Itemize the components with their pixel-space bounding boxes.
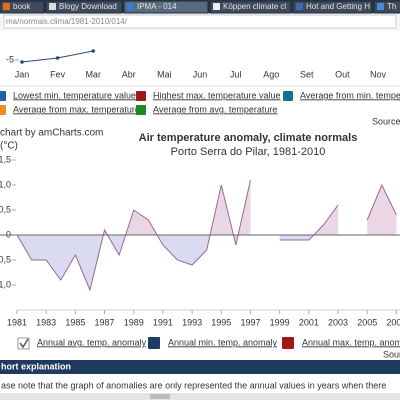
legend-label[interactable]: Highest max. temperature value <box>153 90 281 100</box>
tab-icon <box>213 3 220 10</box>
chart-subtitle: Porto Serra do Pilar, 1981-2010 <box>171 146 326 158</box>
x-tick-label: 1987 <box>95 317 115 327</box>
legend-label[interactable]: Annual max. temp. anomaly <box>302 337 400 347</box>
x-tick-label: 1999 <box>270 317 290 327</box>
section-bar <box>0 360 400 374</box>
y-tick-label: -0,5 <box>0 254 11 264</box>
y-tick-label: -1,0 <box>0 279 11 289</box>
x-tick-label: 2007 <box>386 317 400 327</box>
x-tick-label: Set <box>300 69 314 79</box>
legend-swatch[interactable] <box>283 91 293 101</box>
x-tick-label: 1981 <box>7 317 27 327</box>
legend-label[interactable]: Average from avg. temperature <box>153 104 277 114</box>
x-tick-label: 2003 <box>328 317 348 327</box>
tab-label[interactable]: Th <box>387 2 396 11</box>
tab-label[interactable]: Köppen climate cl <box>223 2 286 11</box>
x-tick-label: 1983 <box>36 317 56 327</box>
tab[interactable] <box>123 0 209 14</box>
x-tick-label: Mai <box>157 69 172 79</box>
x-tick-label: 2005 <box>357 317 377 327</box>
tab-icon <box>3 3 10 10</box>
tab[interactable] <box>209 0 292 14</box>
chart-title: Air temperature anomaly, climate normals <box>139 132 358 144</box>
legend-swatch[interactable] <box>0 91 6 101</box>
tab-icon <box>127 3 134 10</box>
legend-swatch[interactable] <box>148 337 160 349</box>
x-tick-label: Nov <box>370 69 387 79</box>
y-tick-label: 1,5 <box>0 154 11 164</box>
x-tick-label: Ago <box>263 69 279 79</box>
scroll-thumb[interactable] <box>150 394 170 399</box>
scrollbar[interactable] <box>0 393 400 400</box>
x-tick-label: Jun <box>193 69 208 79</box>
legend-swatch[interactable] <box>0 105 6 115</box>
tab[interactable] <box>292 0 373 14</box>
legend-swatch[interactable] <box>282 337 294 349</box>
tab-icon <box>296 3 303 10</box>
tab-icon <box>49 3 56 10</box>
x-tick-label: Out <box>335 69 350 79</box>
x-tick-label: Fev <box>50 69 66 79</box>
tab-label[interactable]: Blogy Download <box>59 2 117 11</box>
x-tick-label: Abr <box>122 69 136 79</box>
point <box>91 49 95 53</box>
legend-label[interactable]: Average from max. temperature <box>13 104 140 114</box>
x-tick-label: 1985 <box>65 317 85 327</box>
x-tick-label: 1995 <box>211 317 231 327</box>
source-link[interactable]: Sourc <box>383 349 400 359</box>
y-tick-label: 1,0 <box>0 179 11 189</box>
line <box>16 179 397 292</box>
tab[interactable] <box>45 0 123 14</box>
url: ma/normais.clima/1981-2010/014/ <box>6 17 128 26</box>
legend-label[interactable]: Annual min. temp. anomaly <box>168 337 278 347</box>
x-tick-label: Mar <box>85 69 101 79</box>
tab-label[interactable]: IPMA - 014 <box>137 2 177 11</box>
legend-checkbox[interactable] <box>17 337 30 350</box>
x-tick-label: 2001 <box>299 317 319 327</box>
x-tick-label: 1993 <box>182 317 202 327</box>
area-negative <box>17 235 397 290</box>
y-tick-label: 0 <box>6 229 11 239</box>
legend-check <box>19 338 29 349</box>
url-field[interactable] <box>3 14 397 29</box>
credit[interactable]: chart by amCharts.com <box>0 128 103 139</box>
tab-icon <box>377 3 384 10</box>
y-tick-label: -5 <box>6 54 14 64</box>
legend-label[interactable]: Annual avg. temp. anomaly <box>37 337 147 347</box>
y-axis-label: (°C) <box>0 141 18 152</box>
x-tick-label: 1989 <box>124 317 144 327</box>
section-title[interactable]: hort explanation <box>1 361 71 371</box>
legend-swatch[interactable] <box>136 105 146 115</box>
point <box>55 56 60 60</box>
legend-label[interactable]: Average from min. tempe <box>300 90 400 100</box>
source-link[interactable]: Source <box>372 116 400 126</box>
tab-label[interactable]: Hot and Getting H <box>306 2 370 11</box>
x-tick-label: 1991 <box>153 317 173 327</box>
x-tick-label: 1997 <box>240 317 260 327</box>
tab-label[interactable]: book <box>13 2 31 11</box>
point <box>20 60 24 64</box>
note: ase note that the graph of anomalies are… <box>1 380 386 390</box>
legend-swatch[interactable] <box>136 91 146 101</box>
tab[interactable] <box>0 0 45 14</box>
x-tick-label: Jan <box>15 69 30 79</box>
legend-label[interactable]: Lowest min. temperature value <box>13 90 136 100</box>
x-tick-label: Jul <box>230 69 242 79</box>
y-tick-label: 0,5 <box>0 204 11 214</box>
